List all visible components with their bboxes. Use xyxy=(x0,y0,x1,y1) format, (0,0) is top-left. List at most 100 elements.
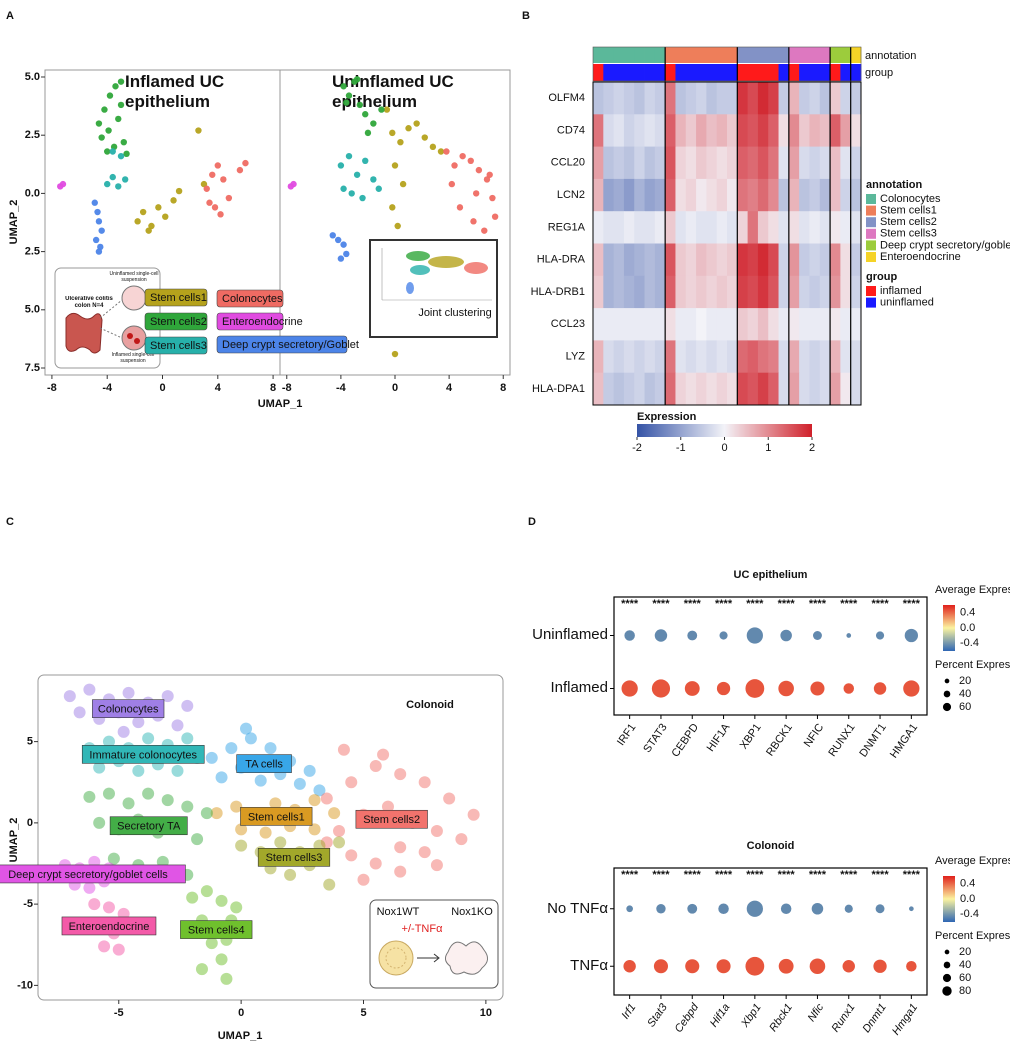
data-point xyxy=(215,953,228,966)
mini-cluster xyxy=(464,262,488,274)
data-point xyxy=(195,963,208,976)
data-point xyxy=(170,197,177,204)
heat-cell xyxy=(819,114,831,147)
gene-label: HLA-DPA1 xyxy=(532,383,585,395)
cluster-label-box xyxy=(61,916,157,936)
data-point xyxy=(117,725,130,738)
heat-cell xyxy=(757,114,769,147)
annotation-cell xyxy=(757,47,769,63)
data-point xyxy=(83,683,96,696)
dot xyxy=(718,903,729,914)
heat-cell xyxy=(778,372,790,406)
heat-cell xyxy=(696,308,707,341)
group-cell xyxy=(716,64,728,81)
heat-cell xyxy=(613,372,625,406)
dot xyxy=(716,681,731,696)
heat-cell xyxy=(675,308,687,341)
data-point xyxy=(73,706,86,719)
data-point xyxy=(486,171,493,178)
heat-cell xyxy=(747,275,759,309)
colorbar-tick-label: 0.0 xyxy=(960,893,975,905)
inset-note-text: Uninflamed single-cell suspension xyxy=(109,271,159,283)
heat-cell xyxy=(603,308,615,341)
data-point xyxy=(357,873,370,886)
heat-cell xyxy=(788,243,800,277)
annotation-cell xyxy=(665,47,676,63)
data-point xyxy=(345,776,358,789)
dot xyxy=(904,628,918,643)
data-point xyxy=(95,120,103,127)
data-point xyxy=(340,241,347,248)
heat-cell xyxy=(685,178,697,212)
annotation-cell xyxy=(696,47,707,63)
size-legend-dot xyxy=(942,973,952,983)
heat-cell xyxy=(716,146,728,180)
heat-cell xyxy=(747,308,759,341)
significance-label: **** xyxy=(778,869,796,881)
data-point xyxy=(337,743,350,756)
group-cell xyxy=(788,64,800,81)
dot xyxy=(780,629,792,642)
heat-cell xyxy=(623,243,635,277)
data-point xyxy=(117,78,125,85)
data-point xyxy=(112,83,119,90)
heat-cell xyxy=(644,178,656,212)
data-point xyxy=(225,194,233,202)
data-point xyxy=(63,690,76,703)
data-point xyxy=(489,194,496,202)
annotation-cell xyxy=(850,47,862,63)
legend-label: Deep crypt secretory/Goblet xyxy=(222,339,359,351)
legend-label: Stem cells1 xyxy=(880,205,937,217)
arrow-head xyxy=(433,953,440,963)
heat-cell xyxy=(840,340,852,374)
dot xyxy=(843,683,854,694)
significance-label: **** xyxy=(871,869,889,881)
row-label: Inflamed xyxy=(550,680,608,697)
data-point xyxy=(121,176,129,183)
group-cell xyxy=(613,64,625,81)
heat-cell xyxy=(850,178,862,212)
group-cell xyxy=(603,64,615,81)
colorbar-tick-label: 0 xyxy=(721,442,727,454)
heat-cell xyxy=(716,178,728,212)
data-point xyxy=(290,180,297,188)
mini-cluster xyxy=(406,282,414,294)
inset-caption: Ulcerative colitis colon N=4 xyxy=(65,296,113,309)
y-tick-label: 2.5 xyxy=(25,246,40,258)
data-point xyxy=(377,748,390,761)
heat-cell xyxy=(675,82,687,115)
row-label-text: TNFα xyxy=(570,957,608,974)
heat-cell xyxy=(757,82,769,115)
heat-cell xyxy=(634,178,645,212)
heat-cell xyxy=(654,275,666,309)
heat-cell xyxy=(696,82,707,115)
group-cell xyxy=(675,64,687,81)
heat-cell xyxy=(840,146,852,180)
heat-cell xyxy=(809,82,821,115)
size-legend-label: 60 xyxy=(959,972,971,984)
heat-cell xyxy=(675,146,687,180)
heat-cell xyxy=(696,275,707,309)
mini-cluster xyxy=(406,251,430,261)
heat-cell xyxy=(830,178,841,212)
heat-cell xyxy=(654,211,666,244)
heat-cell xyxy=(716,275,728,309)
heat-cell xyxy=(675,178,687,212)
group-cell xyxy=(706,64,718,81)
heat-cell xyxy=(593,340,604,374)
heat-cell xyxy=(809,146,821,180)
annotation-cell xyxy=(727,47,738,63)
data-point xyxy=(88,898,101,911)
row-label: Uninflamed xyxy=(532,627,608,644)
heat-cell xyxy=(665,146,676,180)
data-point xyxy=(375,185,382,192)
gene-label: LYZ xyxy=(566,350,586,362)
dot xyxy=(873,959,887,973)
size-legend-title: Percent Expressed xyxy=(935,930,1010,942)
group-cell xyxy=(768,64,779,81)
heat-cell xyxy=(685,211,697,244)
heat-cell xyxy=(623,372,635,406)
gene-label: HLA-DRA xyxy=(537,254,586,266)
annotation-cell xyxy=(603,47,615,63)
